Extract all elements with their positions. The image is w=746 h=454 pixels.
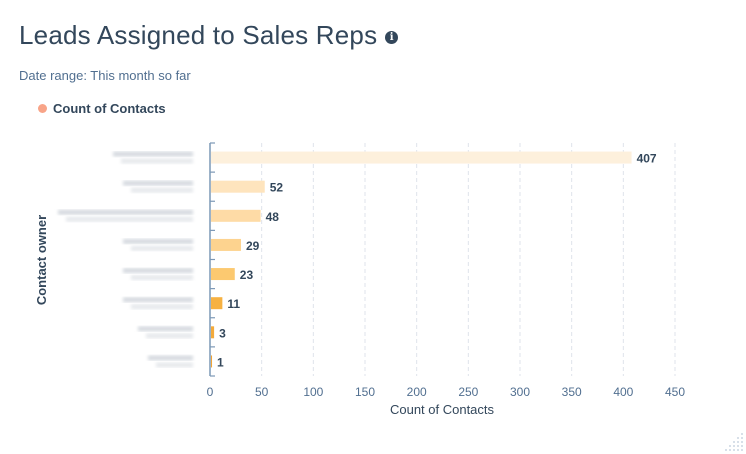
blurred-category-label (123, 268, 193, 274)
bar (211, 238, 241, 251)
info-circle-icon[interactable]: i (385, 30, 399, 44)
x-tick-label: 150 (355, 385, 375, 399)
x-tick-label: 350 (562, 385, 582, 399)
blurred-category-label (148, 355, 193, 361)
blurred-category-label (58, 209, 193, 215)
data-label: 407 (637, 152, 657, 166)
x-tick-label: 100 (303, 385, 323, 399)
blurred-category-label (156, 362, 193, 368)
resize-grip-icon (741, 437, 743, 439)
resize-grip-icon (737, 449, 739, 451)
resize-grip-icon (741, 433, 743, 435)
x-tick-label: 450 (665, 385, 685, 399)
x-axis-title: Count of Contacts (390, 402, 495, 417)
bar (211, 297, 223, 310)
x-tick-label: 300 (510, 385, 530, 399)
blurred-category-label (131, 245, 193, 251)
resize-grip-icon (741, 441, 743, 443)
blurred-category-label (131, 275, 193, 281)
blurred-category-label (123, 238, 193, 244)
resize-grip-icon (737, 445, 739, 447)
blurred-category-label (123, 180, 193, 186)
legend-dot-icon (38, 104, 47, 113)
resize-grip-icon (733, 449, 735, 451)
legend-item[interactable]: Count of Contacts (38, 101, 166, 116)
bar (211, 209, 261, 222)
blurred-category-label (131, 304, 193, 310)
blurred-category-label (131, 187, 193, 193)
resize-grip-icon (725, 449, 727, 451)
resize-grip-icon (737, 441, 739, 443)
data-label: 48 (266, 210, 280, 224)
resize-grip-icon (741, 449, 743, 451)
resize-grip-icon (741, 445, 743, 447)
blurred-category-label (121, 158, 193, 164)
blurred-category-label (113, 151, 193, 157)
title-text: Leads Assigned to Sales Reps (19, 20, 378, 50)
resize-grip-icon (729, 449, 731, 451)
date-range: Date range: This month so far (19, 68, 191, 83)
data-label: 3 (219, 326, 226, 340)
data-label: 23 (240, 268, 254, 282)
resize-grip-icon (733, 445, 735, 447)
x-tick-label: 50 (255, 385, 269, 399)
data-label: 1 (217, 355, 224, 369)
x-tick-label: 250 (458, 385, 478, 399)
legend-label: Count of Contacts (53, 101, 166, 116)
blurred-category-label (146, 333, 193, 339)
blurred-category-label (123, 297, 193, 303)
resize-grip-icon (733, 441, 735, 443)
x-tick-label: 0 (207, 385, 214, 399)
resize-grip-icon (737, 437, 739, 439)
x-tick-label: 200 (407, 385, 427, 399)
bar (211, 151, 632, 164)
y-axis-title: Contact owner (34, 215, 49, 305)
x-tick-label: 400 (613, 385, 633, 399)
blurred-category-label (66, 216, 193, 222)
page-title: Leads Assigned to Sales Reps i (19, 20, 399, 51)
data-label: 11 (227, 297, 240, 311)
bar (211, 268, 235, 281)
data-label: 29 (246, 239, 260, 253)
bar (211, 326, 215, 339)
bar (211, 180, 265, 193)
bar (211, 355, 213, 368)
blurred-category-label (138, 326, 193, 332)
data-label: 52 (270, 181, 284, 195)
resize-grip-icon (729, 445, 731, 447)
